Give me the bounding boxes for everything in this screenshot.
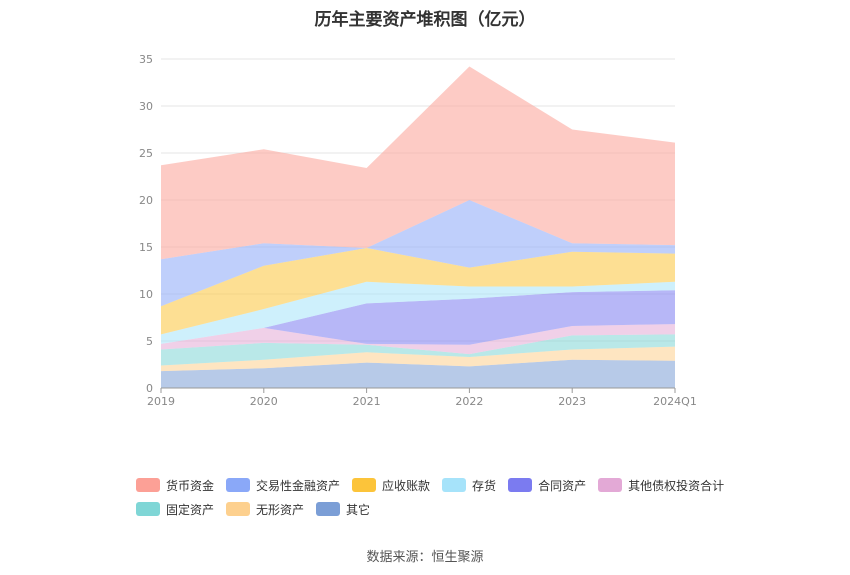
legend-item[interactable]: 其它: [316, 501, 370, 518]
legend-swatch: [442, 478, 467, 492]
y-tick-label: 0: [146, 382, 153, 395]
legend-swatch: [316, 502, 341, 516]
y-tick-label: 30: [139, 100, 153, 113]
area-series-8: [161, 66, 675, 260]
legend-label: 货币资金: [166, 478, 215, 493]
y-tick-label: 20: [139, 194, 153, 207]
legend-label: 无形资产: [256, 502, 305, 517]
chart-title: 历年主要资产堆积图（亿元）: [314, 10, 536, 30]
legend-label: 其他债权投资合计: [628, 478, 725, 493]
legend-item[interactable]: 应收账款: [352, 477, 430, 494]
x-tick-label: 2022: [455, 395, 483, 408]
legend-swatch: [136, 478, 160, 492]
legend-item[interactable]: 其他债权投资合计: [598, 477, 724, 494]
area-series: [161, 66, 675, 388]
legend-swatch: [352, 478, 377, 492]
x-axis: [160, 387, 676, 393]
y-axis-tick-labels: 0 5 10 15 20 25 30 35: [139, 53, 153, 395]
legend-item[interactable]: 货币资金: [136, 477, 214, 494]
y-tick-label: 10: [139, 288, 153, 301]
y-tick-label: 15: [139, 241, 153, 254]
legend-row: 货币资金 交易性金融资产 应收账款 存货 合同资产 其他债权投资合计: [136, 473, 776, 497]
legend-item[interactable]: 无形资产: [226, 501, 304, 518]
chart-legend: 货币资金 交易性金融资产 应收账款 存货 合同资产 其他债权投资合计 固定资产 无形资产 其它: [136, 473, 776, 521]
legend-item[interactable]: 存货: [442, 477, 496, 494]
legend-label: 合同资产: [538, 478, 587, 493]
legend-label: 交易性金融资产: [256, 478, 341, 493]
x-tick-label: 2024Q1: [653, 395, 697, 408]
legend-label: 存货: [472, 478, 497, 493]
area-series-4: [161, 290, 675, 345]
y-tick-label: 35: [139, 53, 153, 66]
legend-item[interactable]: 交易性金融资产: [226, 477, 340, 494]
legend-label: 固定资产: [166, 502, 215, 517]
legend-item[interactable]: 合同资产: [508, 477, 586, 494]
data-source-note: 数据来源：恒生聚源: [366, 550, 484, 565]
area-series-7: [161, 200, 675, 307]
x-tick-label: 2023: [558, 395, 586, 408]
x-tick-label: 2020: [250, 395, 278, 408]
legend-swatch: [226, 502, 251, 516]
x-axis-tick-labels: 2019 2020 2021 2022 2023 2024Q1: [147, 395, 697, 408]
area-series-6: [161, 247, 675, 335]
area-series-2: [161, 334, 675, 366]
area-series-5: [161, 281, 675, 344]
legend-label: 应收账款: [382, 478, 431, 493]
y-tick-label: 5: [146, 335, 153, 348]
legend-label: 其它: [346, 502, 371, 517]
legend-swatch: [508, 478, 533, 492]
x-tick-label: 2019: [147, 395, 175, 408]
legend-swatch: [598, 478, 623, 492]
legend-item[interactable]: 固定资产: [136, 501, 214, 518]
legend-swatch: [136, 502, 160, 516]
legend-swatch: [226, 478, 251, 492]
area-series-3: [161, 324, 675, 355]
area-series-0: [161, 359, 675, 388]
y-tick-label: 25: [139, 147, 153, 160]
x-tick-label: 2021: [353, 395, 381, 408]
area-series-1: [161, 346, 675, 372]
legend-row: 固定资产 无形资产 其它: [136, 497, 776, 521]
